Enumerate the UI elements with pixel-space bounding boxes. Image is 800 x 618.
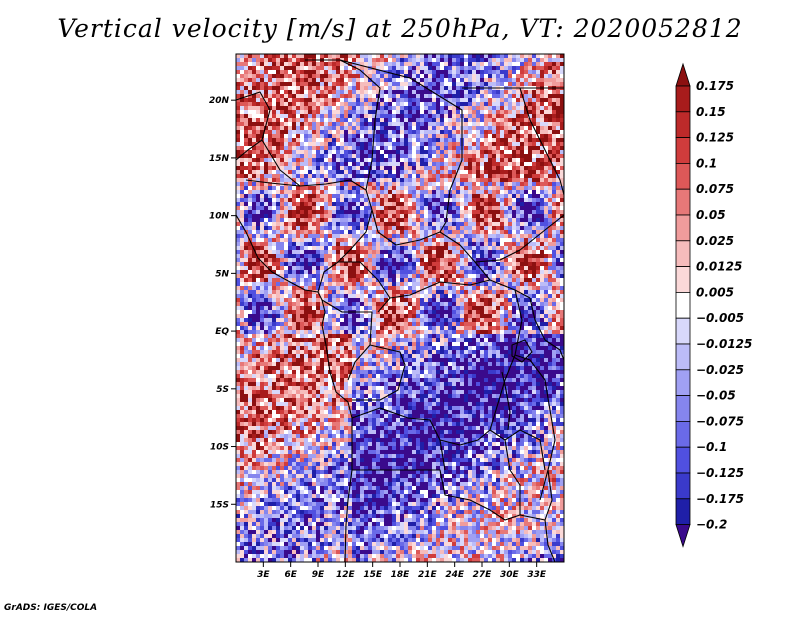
colorbar-label: 0.075 xyxy=(696,182,734,196)
colorbar-bin xyxy=(675,214,691,242)
colorbar-bin xyxy=(675,240,691,268)
x-axis: 3E 6E 9E 12E 15E 18E 21E 24E 27E 30E 33E xyxy=(257,562,547,580)
colorbar-label: −0.075 xyxy=(696,414,744,428)
colorbar-bin xyxy=(675,266,691,293)
colorbar-label: −0.2 xyxy=(696,518,727,532)
colorbar-label: 0.05 xyxy=(696,208,726,222)
x-tick-label: 15E xyxy=(363,570,383,580)
y-tick-label: 5S xyxy=(216,385,229,395)
border-zambia xyxy=(489,429,546,515)
colorbar-bin xyxy=(675,111,691,139)
x-tick-label: 9E xyxy=(312,570,325,580)
x-tick-label: 24E xyxy=(445,570,465,580)
x-tick-label: 33E xyxy=(527,570,547,580)
colorbar-bin xyxy=(675,85,691,113)
colorbar-label: −0.125 xyxy=(696,466,744,480)
border-west xyxy=(236,91,301,187)
border-angola-east xyxy=(439,439,446,471)
x-tick-label: 18E xyxy=(391,570,411,580)
border-angola-south xyxy=(352,469,546,521)
colorbar-label: −0.05 xyxy=(696,389,736,403)
colorbar-bin xyxy=(675,291,691,319)
colorbar-bin xyxy=(675,524,691,548)
x-tick-label: 21E xyxy=(418,570,438,580)
y-tick-label: 5N xyxy=(215,269,229,279)
x-tick-label: 27E xyxy=(473,570,493,580)
y-tick-label: EQ xyxy=(215,327,229,337)
border-nigeria xyxy=(245,179,373,293)
grads-credit: GrADS: IGES/COLA xyxy=(4,603,98,613)
colorbar-bin xyxy=(675,343,691,371)
country-borders xyxy=(236,59,564,562)
border-libya-sudan xyxy=(339,59,463,233)
colorbar-label: 0.025 xyxy=(696,234,734,248)
lake-tanganyika xyxy=(501,371,511,431)
colorbar-bin xyxy=(675,498,691,525)
colorbar-bin xyxy=(675,162,691,190)
x-tick-label: 6E xyxy=(284,570,297,580)
colorbar-bin xyxy=(675,188,691,216)
chart-title: Vertical velocity [m/s] at 250hPa, VT: 2… xyxy=(57,14,743,43)
colorbar-label: 0.125 xyxy=(696,131,734,145)
colorbar-label: −0.005 xyxy=(696,311,744,325)
y-tick-label: 20N xyxy=(209,96,230,106)
colorbar-bin xyxy=(675,472,691,500)
colorbar-label: 0.005 xyxy=(696,285,734,299)
colorbar-bin xyxy=(675,137,691,164)
coastline xyxy=(236,214,353,562)
y-tick-label: 15S xyxy=(210,500,229,510)
y-tick-label: 10S xyxy=(210,443,229,453)
border-ethiopia xyxy=(474,214,564,263)
velocity-field xyxy=(236,54,564,562)
colorbar-bin xyxy=(675,369,691,396)
colorbar-label: −0.1 xyxy=(696,440,727,454)
red-sea-coast xyxy=(519,87,564,196)
colorbar-bin xyxy=(675,62,691,87)
lake-victoria xyxy=(511,339,533,363)
y-tick-label: 10N xyxy=(209,212,230,222)
border-congo xyxy=(321,297,406,401)
border-mozambique xyxy=(544,469,556,562)
colorbar-label: 0.175 xyxy=(696,79,734,93)
colorbar-label: 0.15 xyxy=(696,105,726,119)
border-car xyxy=(338,261,531,299)
colorbar-bin xyxy=(675,395,691,422)
colorbar-label: 0.1 xyxy=(696,156,717,170)
colorbar-label: −0.0125 xyxy=(696,337,752,351)
colorbar: 0.175 0.15 0.125 0.1 0.075 0.05 0.025 0.0125 0.0… xyxy=(675,62,752,548)
colorbar-label: −0.175 xyxy=(696,492,744,506)
colorbar-label: 0.0125 xyxy=(696,260,742,274)
x-tick-label: 3E xyxy=(257,570,270,580)
y-axis: 20N 15N 10N 5N EQ 5S 10S 15S xyxy=(209,96,236,510)
colorbar-bin xyxy=(675,317,691,345)
x-tick-label: 12E xyxy=(336,570,356,580)
y-tick-label: 15N xyxy=(209,154,230,164)
x-tick-label: 30E xyxy=(500,570,520,580)
colorbar-label: −0.025 xyxy=(696,363,744,377)
colorbar-bin xyxy=(675,446,691,474)
colorbar-bin xyxy=(675,420,691,448)
